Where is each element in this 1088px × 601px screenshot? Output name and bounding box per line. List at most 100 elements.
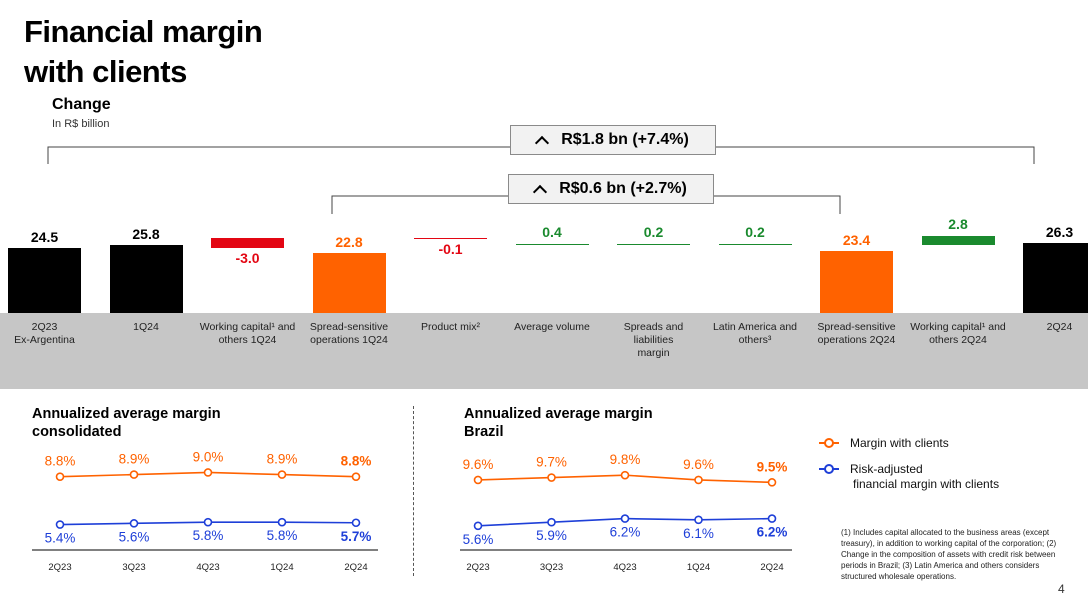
legend-risk-line-1: Risk-adjusted bbox=[850, 462, 923, 476]
waterfall-bar bbox=[617, 244, 690, 245]
waterfall-value-label: 0.4 bbox=[542, 224, 562, 240]
data-label: 5.6% bbox=[119, 529, 150, 544]
data-point bbox=[694, 515, 703, 525]
data-label: 9.7% bbox=[536, 455, 567, 470]
data-point bbox=[767, 478, 777, 487]
x-tick-label: 2Q24 bbox=[760, 562, 783, 573]
data-label: 5.8% bbox=[267, 528, 298, 543]
legend-markers bbox=[819, 438, 839, 474]
data-label: 9.5% bbox=[757, 459, 788, 474]
waterfall-category-label: Spreads and liabilities margin bbox=[623, 321, 684, 359]
waterfall-category-label: Spread-sensitive operations 1Q24 bbox=[309, 321, 389, 346]
data-label: 8.9% bbox=[267, 452, 298, 467]
x-tick-label: 2Q23 bbox=[466, 562, 489, 573]
data-point bbox=[694, 475, 703, 485]
page-title-line-1: Financial margin bbox=[24, 14, 263, 49]
waterfall-value-label: -0.1 bbox=[438, 241, 463, 257]
data-point bbox=[767, 514, 777, 523]
data-point bbox=[351, 518, 361, 528]
data-label: 9.0% bbox=[193, 449, 224, 464]
badge-spread-text: R$0.6 bn (+2.7%) bbox=[559, 180, 687, 197]
data-label: 5.9% bbox=[536, 528, 567, 543]
data-point bbox=[129, 470, 139, 479]
waterfall-bar bbox=[718, 244, 792, 245]
data-point bbox=[129, 519, 139, 528]
waterfall-category-label: Spread-sensitive operations 2Q24 bbox=[817, 321, 896, 346]
waterfall-value-label: 22.8 bbox=[335, 234, 363, 250]
bracket-spread-right bbox=[714, 195, 841, 214]
consolidated-title-line-1: Annualized average margin bbox=[32, 406, 221, 422]
bracket-lines bbox=[47, 146, 1035, 214]
page-number: 4 bbox=[1058, 582, 1065, 596]
waterfall-category-label: 1Q24 bbox=[133, 321, 159, 333]
data-point bbox=[277, 470, 287, 479]
waterfall-bar bbox=[820, 251, 893, 313]
data-point bbox=[547, 473, 556, 482]
waterfall-bar bbox=[414, 238, 487, 239]
waterfall-value-label: 0.2 bbox=[745, 224, 765, 240]
data-point bbox=[351, 472, 361, 481]
data-label: 8.8% bbox=[341, 454, 372, 469]
waterfall-bar bbox=[921, 236, 995, 245]
data-label: 6.1% bbox=[683, 526, 714, 541]
data-point bbox=[203, 517, 213, 527]
data-label: 9.6% bbox=[463, 457, 494, 472]
data-point bbox=[620, 514, 630, 523]
waterfall-bar bbox=[515, 244, 589, 245]
data-label: 5.4% bbox=[45, 531, 76, 546]
data-point bbox=[203, 468, 213, 477]
waterfall-bar bbox=[312, 253, 386, 313]
waterfall-value-label: 2.8 bbox=[948, 216, 968, 232]
waterfall-category-label: Average volume bbox=[514, 321, 590, 333]
data-point bbox=[55, 472, 65, 481]
data-point bbox=[620, 470, 630, 480]
data-label: 9.8% bbox=[610, 452, 641, 467]
data-label: 6.2% bbox=[610, 525, 641, 540]
badge-total-change: R$1.8 bn (+7.4%) bbox=[510, 125, 716, 155]
waterfall-category-label: Working capital¹ and others 2Q24 bbox=[910, 321, 1006, 346]
brazil-title-line-2: Brazil bbox=[464, 424, 504, 440]
unit-label: In R$ billion bbox=[52, 118, 110, 130]
page-title: Financial margin with clients bbox=[24, 12, 263, 92]
chart-title-change: Change bbox=[52, 96, 111, 113]
waterfall-category-label: Product mix² bbox=[421, 321, 480, 333]
waterfall-bar bbox=[211, 238, 284, 248]
brazil-title: Annualized average margin Brazil bbox=[464, 405, 653, 441]
bracket-total-right bbox=[716, 146, 1035, 164]
bracket-total bbox=[47, 146, 510, 164]
waterfall-value-label: 23.4 bbox=[842, 232, 871, 248]
legend-risk-line-2: financial margin with clients bbox=[853, 477, 1000, 491]
data-point bbox=[55, 520, 65, 529]
x-tick-label: 4Q23 bbox=[613, 562, 636, 573]
consolidated-title: Annualized average margin consolidated bbox=[32, 405, 221, 441]
data-label: 6.2% bbox=[757, 525, 788, 540]
waterfall-value-label: 24.5 bbox=[30, 229, 59, 245]
section-divider bbox=[413, 406, 414, 576]
legend-margin-marker bbox=[824, 438, 834, 448]
waterfall-bar bbox=[8, 248, 81, 313]
legend-margin-label: Margin with clients bbox=[850, 436, 949, 450]
x-tick-label: 3Q23 bbox=[540, 562, 563, 573]
waterfall-bar bbox=[1023, 243, 1088, 313]
brazil-title-line-1: Annualized average margin bbox=[464, 406, 653, 422]
data-label: 9.6% bbox=[683, 457, 714, 472]
legend-risk-marker bbox=[824, 464, 834, 474]
data-point bbox=[473, 521, 483, 531]
x-tick-label: 2Q23 bbox=[48, 562, 71, 573]
waterfall-category-label: 2Q23 Ex-Argentina bbox=[14, 321, 75, 346]
legend-risk-label: Risk-adjusted financial margin with clie… bbox=[850, 462, 999, 492]
data-point bbox=[473, 475, 483, 485]
data-label: 5.6% bbox=[463, 532, 494, 547]
waterfall-value-label: -3.0 bbox=[235, 250, 260, 266]
data-label: 5.8% bbox=[193, 528, 224, 543]
data-label: 8.9% bbox=[119, 452, 150, 467]
x-tick-label: 1Q24 bbox=[270, 562, 293, 573]
badge-spread-change: R$0.6 bn (+2.7%) bbox=[508, 174, 714, 204]
x-tick-label: 1Q24 bbox=[687, 562, 710, 573]
waterfall-bar bbox=[109, 245, 183, 313]
consolidated-title-line-2: consolidated bbox=[32, 424, 122, 440]
waterfall-value-label: 0.2 bbox=[643, 224, 664, 240]
bracket-spread bbox=[331, 195, 508, 214]
waterfall-value-label: 26.3 bbox=[1045, 224, 1074, 240]
x-tick-label: 2Q24 bbox=[344, 562, 367, 573]
